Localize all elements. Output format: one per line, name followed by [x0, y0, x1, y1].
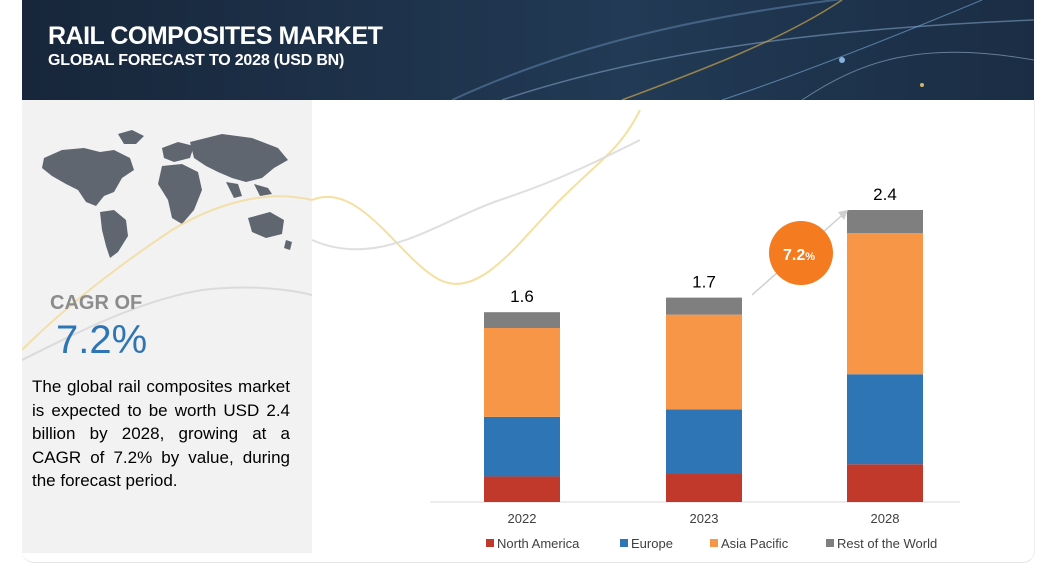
cagr-label: CAGR OF [50, 292, 143, 314]
bar-2028-europe [847, 374, 923, 465]
cagr-badge-unit: % [805, 251, 815, 263]
x-tick-label-2023: 2023 [690, 511, 719, 526]
legend-item-rest-of-the-world: Rest of the World [826, 536, 937, 551]
world-map-icon [42, 130, 292, 258]
bar-2022-europe [484, 416, 560, 477]
cagr-badge-value: 7.2 [783, 247, 805, 264]
bar-2028-asia-pacific [847, 233, 923, 375]
legend-swatch [620, 539, 628, 547]
x-tick-label-2028: 2028 [871, 511, 900, 526]
legend-label: Europe [631, 536, 673, 551]
legend-swatch [710, 539, 718, 547]
market-description: The global rail composites market is exp… [32, 377, 290, 490]
cagr-badge: 7.2% [769, 221, 833, 285]
bar-2028-north-america [847, 464, 923, 502]
decorative-chart-curves [311, 109, 641, 285]
bar-2023-asia-pacific [666, 314, 742, 410]
bar-2022-rest-of-the-world [484, 312, 560, 329]
legend-swatch [486, 539, 494, 547]
legend-swatch [826, 539, 834, 547]
bar-2023-europe [666, 409, 742, 475]
cagr-value: 7.2% [56, 318, 148, 362]
bar-2023-north-america [666, 474, 742, 502]
header-banner: RAIL COMPOSITES MARKET GLOBAL FORECAST T… [22, 0, 1034, 100]
total-label-2022: 1.6 [510, 287, 534, 306]
x-tick-label-2022: 2022 [508, 511, 537, 526]
page-title: RAIL COMPOSITES MARKET [48, 22, 383, 50]
legend-item-asia-pacific: Asia Pacific [710, 536, 789, 551]
cagr-badge-circle [769, 221, 833, 285]
bar-2022-north-america [484, 476, 560, 502]
bar-2028-rest-of-the-world [847, 210, 923, 234]
decorative-curve [22, 195, 312, 361]
legend-label: Asia Pacific [721, 536, 789, 551]
header-background-art [22, 0, 1034, 100]
total-label-2028: 2.4 [873, 185, 897, 204]
page-subtitle: GLOBAL FORECAST TO 2028 (USD BN) [48, 52, 345, 69]
legend-label: Rest of the World [837, 536, 937, 551]
bar-2023-rest-of-the-world [666, 297, 742, 315]
legend-label: North America [497, 536, 580, 551]
bar-2022-asia-pacific [484, 328, 560, 417]
legend-item-europe: Europe [620, 536, 673, 551]
summary-panel: CAGR OF 7.2% The global rail composites … [22, 100, 312, 553]
legend-item-north-america: North America [486, 536, 580, 551]
total-label-2023: 1.7 [692, 273, 716, 292]
svg-text:7.2%: 7.2% [783, 247, 815, 264]
